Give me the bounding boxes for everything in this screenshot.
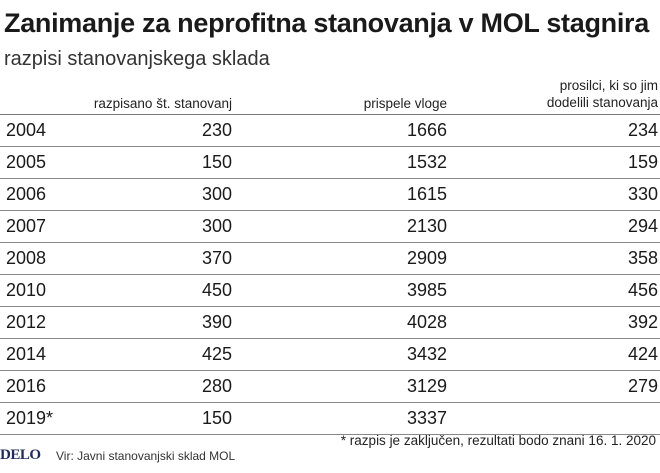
cell-vloge: 3432	[406, 344, 447, 364]
cell-dodeljeno: 392	[627, 312, 658, 332]
cell-year: 2004	[6, 120, 47, 140]
chart-title: Zanimanje za neprofitna stanovanja v MOL…	[4, 8, 649, 38]
cell-year: 2005	[6, 152, 47, 172]
cell-year: 2008	[6, 248, 47, 268]
cell-razpisano: 300	[201, 184, 232, 204]
table-row: 2019* 150 3337	[0, 403, 660, 435]
cell-vloge: 2909	[406, 248, 447, 268]
table-row: 2006 300 1615 330	[0, 179, 660, 211]
table-row: 2012 390 4028 392	[0, 307, 660, 339]
cell-year: 2014	[6, 344, 47, 364]
cell-vloge: 3129	[406, 376, 447, 396]
footnote: * razpis je zaključen, rezultati bodo zn…	[340, 433, 656, 448]
table-row: 2004 230 1666 234	[0, 115, 660, 147]
cell-razpisano: 450	[201, 280, 232, 300]
data-table: 2004 230 1666 234 2005 150 1532 159 2006 300 1615 3…	[0, 114, 660, 435]
table-row: 2014 425 3432 424	[0, 339, 660, 371]
cell-vloge: 1532	[406, 152, 447, 172]
table-row: 2016 280 3129 279	[0, 371, 660, 403]
column-header-dodeljeno: prosilci, ki so jim dodelili stanovanja	[547, 77, 658, 111]
cell-razpisano: 370	[201, 248, 232, 268]
cell-year: 2010	[6, 280, 47, 300]
cell-dodeljeno: 159	[627, 152, 658, 172]
delo-logo: DELO	[0, 447, 41, 463]
cell-razpisano: 300	[201, 216, 232, 236]
column-header-dodeljeno-line1: prosilci, ki so jim	[559, 78, 658, 93]
table-row: 2010 450 3985 456	[0, 275, 660, 307]
cell-dodeljeno: 424	[627, 344, 658, 364]
cell-vloge: 1615	[406, 184, 447, 204]
table-row: 2008 370 2909 358	[0, 243, 660, 275]
cell-year: 2007	[6, 216, 47, 236]
cell-vloge: 1666	[406, 120, 447, 140]
cell-vloge: 4028	[406, 312, 447, 332]
source-credit: Vir: Javni stanovanjski sklad MOL	[56, 449, 236, 463]
cell-razpisano: 390	[201, 312, 232, 332]
cell-dodeljeno: 358	[627, 248, 658, 268]
cell-razpisano: 150	[201, 408, 232, 428]
cell-razpisano: 280	[201, 376, 232, 396]
column-header-razpisano: razpisano št. stanovanj	[93, 96, 232, 111]
cell-dodeljeno: 456	[627, 280, 658, 300]
cell-vloge: 3337	[406, 408, 447, 428]
chart-subtitle: razpisi stanovanjskega sklada	[4, 48, 270, 70]
cell-year: 2006	[6, 184, 47, 204]
cell-year: 2019*	[6, 408, 54, 428]
cell-razpisano: 230	[201, 120, 232, 140]
cell-year: 2016	[6, 376, 47, 396]
cell-dodeljeno: 234	[627, 120, 658, 140]
cell-vloge: 3985	[406, 280, 447, 300]
cell-vloge: 2130	[406, 216, 447, 236]
cell-year: 2012	[6, 312, 47, 332]
cell-razpisano: 425	[201, 344, 232, 364]
table-row: 2007 300 2130 294	[0, 211, 660, 243]
table-row: 2005 150 1532 159	[0, 147, 660, 179]
cell-dodeljeno: 279	[627, 376, 658, 396]
cell-dodeljeno: 330	[627, 184, 658, 204]
cell-razpisano: 150	[201, 152, 232, 172]
column-header-dodeljeno-line2: dodelili stanovanja	[546, 95, 658, 110]
column-header-vloge: prispele vloge	[363, 96, 447, 111]
cell-dodeljeno: 294	[627, 216, 658, 236]
